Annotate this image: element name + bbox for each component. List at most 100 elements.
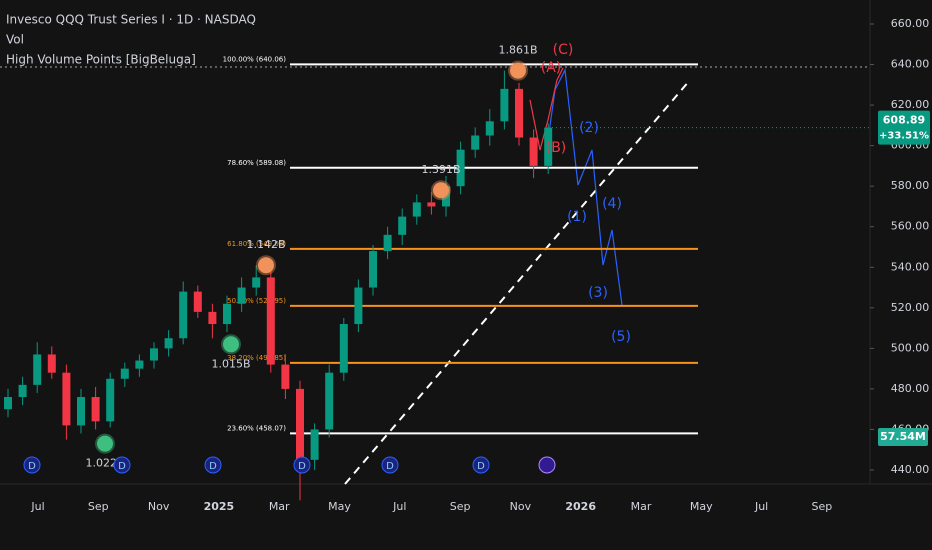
candle-body: [18, 384, 27, 398]
volume-point-label: 1.142B: [246, 238, 285, 251]
volume-label: Vol: [6, 33, 24, 47]
dividend-marker: [293, 456, 311, 474]
volume-point: [221, 334, 241, 355]
volume-point-label: 1.861B: [498, 44, 537, 57]
candle-body: [471, 135, 480, 150]
last-volume: 57.54M: [880, 430, 926, 443]
y-tick-label: 640.00: [891, 58, 930, 71]
candle-body: [485, 121, 494, 136]
candle-body: [179, 291, 188, 339]
wave-label: (4): [602, 196, 622, 212]
event-icon: [538, 456, 556, 474]
x-tick-label: Mar: [631, 500, 652, 513]
x-tick-label: 2025: [204, 500, 235, 513]
candle-body: [515, 88, 523, 138]
volume-point: [431, 180, 451, 201]
dividend-label: D: [118, 461, 126, 472]
wave-label: (3): [588, 285, 608, 301]
fib-label: 78.60% (589.08): [227, 159, 286, 167]
wave-label: (5): [611, 329, 631, 345]
volume-point-label: 1.015B: [211, 357, 250, 370]
candle-body: [266, 277, 275, 365]
volume-point: [256, 255, 276, 276]
y-tick-label: 660.00: [891, 17, 930, 30]
candle-body: [164, 338, 173, 349]
candle-body: [106, 378, 115, 422]
candle-body: [120, 368, 129, 379]
fib-label: 23.60% (458.07): [227, 424, 286, 432]
candle-body: [47, 354, 56, 373]
candle-body: [150, 348, 158, 361]
indicator-label: High Volume Points [BigBeluga]: [6, 53, 196, 67]
candle-body: [135, 360, 144, 369]
candle-body: [62, 372, 71, 426]
dividend-marker: [472, 456, 490, 474]
y-tick-label: 620.00: [891, 98, 930, 111]
volume-point: [508, 60, 528, 81]
x-tick-label: May: [328, 500, 351, 513]
trend-line: [344, 79, 691, 485]
candle-body: [4, 397, 12, 410]
dividend-label: D: [477, 461, 485, 472]
candle-body: [369, 251, 377, 288]
x-tick-label: Sep: [812, 500, 833, 513]
fib-label: 50.00% (520.95): [227, 297, 286, 305]
candle-body: [456, 149, 465, 187]
wave-abc: [529, 67, 564, 151]
x-tick-label: Sep: [450, 500, 471, 513]
dividend-marker: [204, 456, 222, 474]
candle-body: [237, 287, 246, 304]
candle-body: [296, 388, 304, 460]
candle-body: [427, 202, 436, 207]
x-tick-label: Nov: [510, 500, 532, 513]
y-tick-label: 500.00: [891, 341, 930, 354]
dividend-marker: [381, 456, 399, 474]
x-tick-label: Jul: [754, 500, 768, 513]
symbol-title: Invesco QQQ Trust Series I · 1D · NASDAQ: [6, 13, 256, 27]
x-tick-label: Jul: [30, 500, 44, 513]
wave-label: (B): [546, 140, 567, 156]
x-tick-label: Nov: [148, 500, 170, 513]
candle-body: [208, 311, 217, 325]
fib-label: 38.20% (492.85): [227, 354, 286, 362]
fib-label: 61.80% (549.08): [227, 240, 286, 248]
x-tick-label: 2026: [565, 500, 596, 513]
dividend-label: D: [298, 461, 306, 472]
dividend-label: D: [386, 461, 394, 472]
y-tick-label: 540.00: [891, 260, 930, 273]
dividend-marker: [23, 456, 41, 474]
dividend-marker: [113, 456, 131, 474]
wave-label: (A): [541, 60, 562, 76]
candle-body: [354, 287, 363, 325]
x-tick-label: Mar: [269, 500, 290, 513]
candle-body: [383, 234, 392, 252]
x-tick-label: May: [690, 500, 713, 513]
fib-label: 100.00% (640.06): [223, 55, 287, 63]
candle-body: [193, 291, 202, 312]
y-tick-label: 580.00: [891, 179, 930, 192]
candle-body: [33, 354, 42, 385]
candle-body: [223, 303, 231, 325]
candle-body: [252, 277, 261, 288]
candle-body: [398, 216, 407, 235]
volume-point-label: 1.391B: [421, 163, 460, 176]
volume-point: [95, 433, 115, 454]
wave-label: (1): [567, 209, 587, 225]
candle-body: [91, 397, 100, 422]
dividend-label: D: [209, 461, 217, 472]
candle-body: [325, 372, 334, 430]
wave-projection: [547, 67, 623, 306]
dividend-label: D: [28, 461, 36, 472]
candle-body: [500, 88, 509, 122]
x-tick-label: Jul: [392, 500, 406, 513]
price-badge: [878, 110, 930, 145]
y-tick-label: 520.00: [891, 301, 930, 314]
volume-badge: [878, 428, 928, 446]
candle-body: [281, 364, 290, 389]
last-price: 608.89: [883, 114, 925, 127]
candle-body: [529, 137, 538, 166]
price-change: +33.51%: [879, 131, 929, 142]
y-tick-label: 560.00: [891, 220, 930, 233]
candle-body: [412, 202, 421, 217]
